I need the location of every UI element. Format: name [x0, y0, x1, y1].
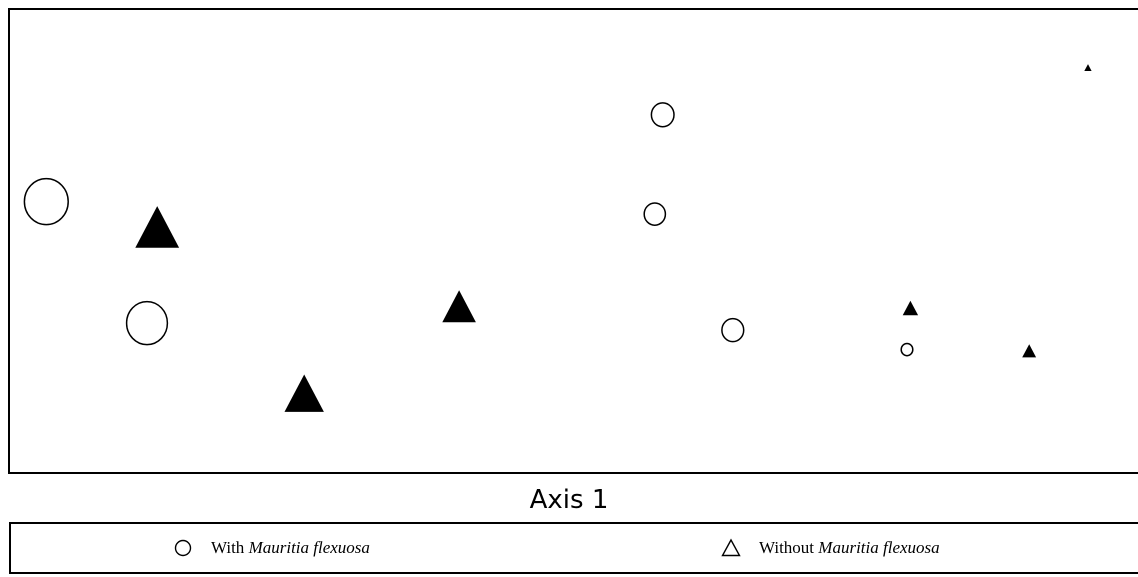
x-axis-label: Axis 1 — [529, 485, 609, 515]
scatter-plot — [8, 8, 1138, 474]
point-without-mauritia-1 — [135, 206, 180, 248]
point-with-mauritia-4 — [650, 102, 675, 128]
point-without-mauritia-4 — [902, 300, 919, 316]
legend-with-prefix: With — [211, 538, 245, 557]
legend-with-species: Mauritia flexuosa — [248, 538, 370, 557]
legend-without-species: Mauritia flexuosa — [818, 538, 940, 557]
point-with-mauritia-2 — [125, 300, 169, 346]
legend-item-without: Without Mauritia flexuosa — [721, 524, 940, 572]
legend-without-prefix: Without — [759, 538, 815, 557]
point-without-mauritia-3 — [442, 290, 476, 323]
open-triangle-icon — [721, 538, 741, 558]
plot-frame — [8, 8, 1138, 474]
point-with-mauritia-3 — [643, 202, 667, 226]
point-with-mauritia-1 — [23, 177, 69, 226]
legend: With Mauritia flexuosa Without Mauritia … — [9, 522, 1138, 574]
point-without-mauritia-2 — [284, 374, 324, 412]
point-without-mauritia-6 — [1084, 64, 1092, 71]
point-with-mauritia-6 — [900, 342, 914, 357]
open-circle-icon — [173, 538, 193, 558]
legend-item-with: With Mauritia flexuosa — [173, 524, 370, 572]
point-with-mauritia-5 — [721, 317, 745, 343]
point-without-mauritia-5 — [1022, 344, 1037, 358]
data-points — [23, 64, 1092, 412]
